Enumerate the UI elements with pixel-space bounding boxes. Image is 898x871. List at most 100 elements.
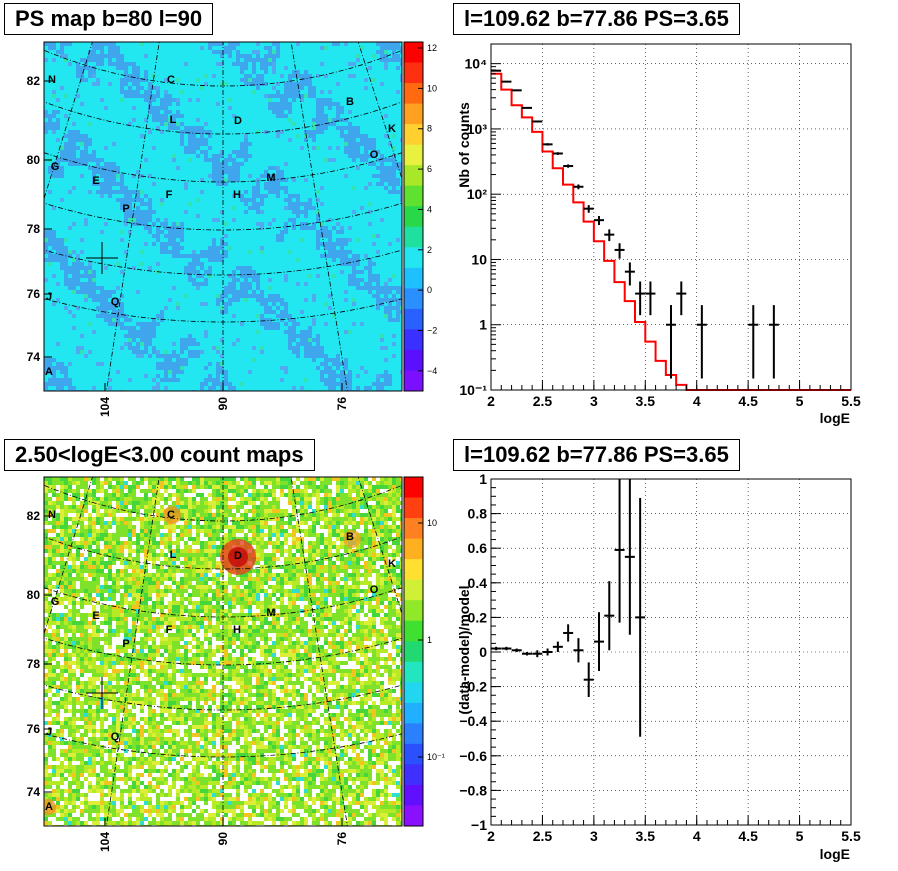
source-label-g: G xyxy=(51,596,60,608)
x-tick-label: 5.5 xyxy=(841,393,861,409)
x-tick-label: 104 xyxy=(98,832,112,852)
x-tick-label: 76 xyxy=(335,832,349,846)
y-tick-label: −0.4 xyxy=(459,713,487,729)
source-label-p: P xyxy=(122,203,129,215)
source-label-h: H xyxy=(233,189,241,201)
x-tick-label: 4.5 xyxy=(738,393,758,409)
colorbar-swatch xyxy=(404,641,423,663)
source-label-e: E xyxy=(92,610,99,622)
source-label-b: B xyxy=(346,96,354,108)
source-label-a: A xyxy=(45,366,53,378)
longitude-line xyxy=(106,477,160,826)
spectrum-plot: 2 2.5 3 3.5 4 4.5 5 5.5 10⁻¹ 1 10 10² 10³ 10⁴ Nb of c… xyxy=(456,43,861,426)
y-tick-label: 1 xyxy=(479,317,487,333)
source-label-d: D xyxy=(234,550,242,562)
x-tick-label: 76 xyxy=(335,397,349,411)
spectrum-panel: 2 2.5 3 3.5 4 4.5 5 5.5 10⁻¹ 1 10 10² 10³ 10⁴ Nb of c… xyxy=(449,0,898,435)
residual-title: l=109.62 b=77.86 PS=3.65 xyxy=(453,439,740,471)
x-tick-label: 3 xyxy=(590,828,598,844)
y-tick-label: 0.2 xyxy=(468,609,488,625)
colorbar-swatch xyxy=(404,83,423,105)
hot-spot xyxy=(228,547,248,567)
y-tick-label: 76 xyxy=(27,722,41,736)
residual-ylabel: (data-model)/model xyxy=(456,585,472,714)
x-tick-label: 3.5 xyxy=(636,393,656,409)
x-tick-label: 4 xyxy=(693,393,701,409)
colorbar-swatch xyxy=(404,723,423,745)
source-label-l: L xyxy=(170,114,177,126)
colorbar-swatch xyxy=(404,144,423,166)
colorbar-swatch xyxy=(404,329,423,351)
spectrum-title: l=109.62 b=77.86 PS=3.65 xyxy=(453,3,740,35)
colorbar-tick-label: 8 xyxy=(427,124,432,134)
colorbar-swatch xyxy=(404,764,423,786)
colorbar-swatch xyxy=(404,308,423,330)
y-tick-label: 10³ xyxy=(467,121,488,137)
y-tick-label: 10⁻¹ xyxy=(459,382,487,398)
residual-plot: 2 2.5 3 3.5 4 4.5 5 5.5 −1 −0.8 −0.6 −0.4 −0.2 0 0.2 0.… xyxy=(456,471,861,862)
longitude-line xyxy=(290,42,348,391)
source-label-j: J xyxy=(46,291,52,303)
source-label-p: P xyxy=(122,638,129,650)
colorbar-swatch xyxy=(404,103,423,125)
colorbar-frame xyxy=(403,41,424,392)
x-tick-label: 4 xyxy=(693,828,701,844)
y-tick-label: 80 xyxy=(27,588,41,602)
source-label-k: K xyxy=(388,558,396,570)
x-tick-label: 2 xyxy=(487,828,495,844)
ps-map-title: PS map b=80 l=90 xyxy=(4,3,214,35)
colorbar-swatch xyxy=(404,743,423,765)
hot-spot xyxy=(44,799,56,815)
y-tick-label: 0.8 xyxy=(468,506,488,522)
colorbar-swatch xyxy=(404,349,423,371)
y-tick-label: 78 xyxy=(27,657,41,671)
source-label-m: M xyxy=(266,607,275,619)
source-label-f: F xyxy=(166,624,173,636)
latitude-line xyxy=(44,49,402,87)
x-tick-label: 104 xyxy=(98,397,112,417)
colorbar-swatch xyxy=(404,247,423,269)
longitude-line xyxy=(357,477,402,616)
count-map-title: 2.50<logE<3.00 count maps xyxy=(4,439,315,471)
colorbar-swatch xyxy=(404,538,423,560)
x-tick-label: 5 xyxy=(796,828,804,844)
colorbar-swatch xyxy=(404,805,423,827)
source-label-f: F xyxy=(166,189,173,201)
colorbar-tick-label: 0 xyxy=(427,285,432,295)
residual-xlabel: logE xyxy=(820,846,850,862)
source-label-j: J xyxy=(46,726,52,738)
colorbar-swatch xyxy=(404,518,423,540)
hot-spot xyxy=(163,506,181,524)
source-label-c: C xyxy=(167,509,175,521)
y-tick-label: 76 xyxy=(27,287,41,301)
source-label-q: Q xyxy=(111,731,120,743)
spectrum-xlabel: logE xyxy=(820,410,850,426)
longitude-line xyxy=(357,42,402,181)
colorbar-swatch xyxy=(404,682,423,704)
colorbar-swatch xyxy=(404,784,423,806)
source-label-l: L xyxy=(170,549,177,561)
colorbar-swatch xyxy=(404,579,423,601)
y-tick-label: 82 xyxy=(27,74,41,88)
colorbar-tick-label: 6 xyxy=(427,164,432,174)
y-tick-label: −0.8 xyxy=(459,782,487,798)
colorbar-swatch xyxy=(404,620,423,642)
colorbar-swatch xyxy=(404,559,423,581)
x-tick-label: 4.5 xyxy=(738,828,758,844)
y-tick-label: 0 xyxy=(479,644,487,660)
hot-spot xyxy=(343,530,361,548)
source-label-g: G xyxy=(51,161,60,173)
colorbar-tick-label: 4 xyxy=(427,204,432,214)
colorbar-swatch xyxy=(404,42,423,64)
count-map-panel: N C B K L D O G E F H M P J Q A 82 80 78 76 74 104 90 76 10 1 10… xyxy=(0,435,449,871)
longitude-line xyxy=(106,42,160,391)
y-tick-label: 78 xyxy=(27,222,41,236)
colorbar-tick-label: 12 xyxy=(427,43,437,53)
source-label-d: D xyxy=(234,115,242,127)
colorbar-swatch xyxy=(404,62,423,84)
colorbar-swatch xyxy=(404,477,423,499)
source-label-b: B xyxy=(346,531,354,543)
colorbar-swatch xyxy=(404,600,423,622)
plot-frame xyxy=(490,478,852,826)
